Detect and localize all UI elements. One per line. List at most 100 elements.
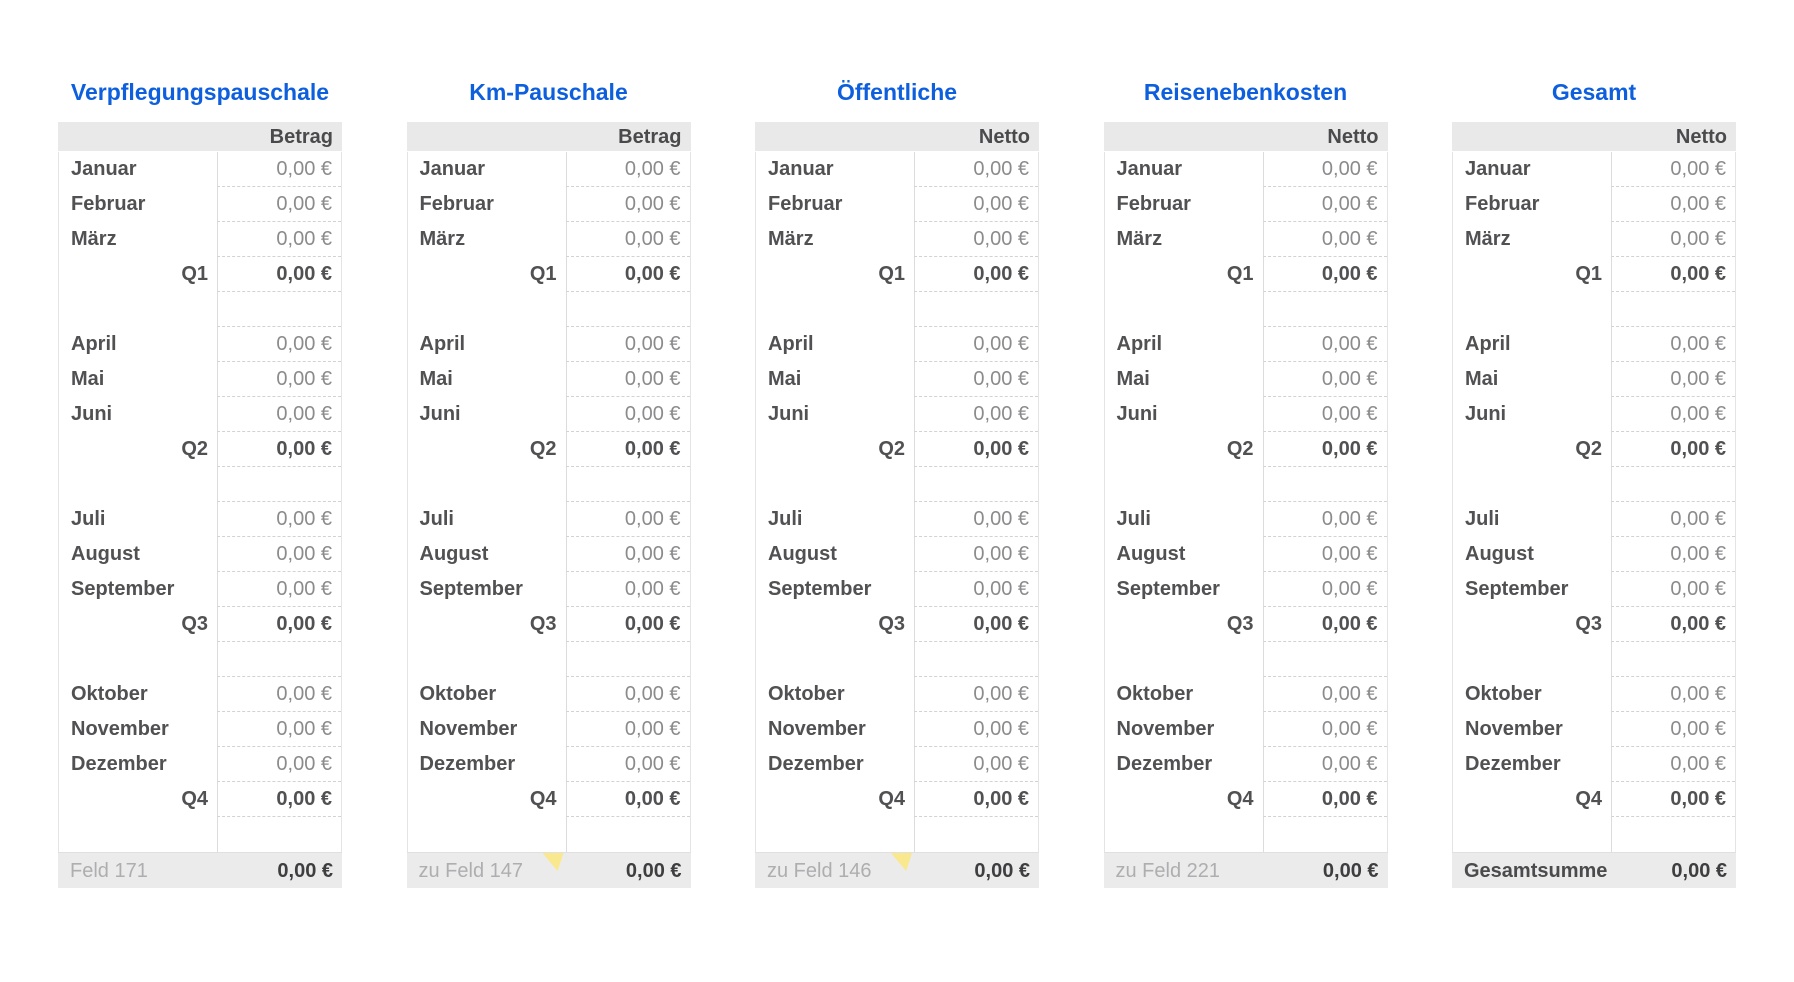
month-label-cell[interactable]: Januar (768, 158, 834, 180)
month-value-cell[interactable]: 0,00 € (914, 362, 1038, 397)
empty-cell[interactable] (1262, 642, 1387, 677)
month-value-cell[interactable]: 0,00 € (914, 537, 1038, 572)
quarter-label-cell[interactable]: Q1 (878, 263, 905, 285)
month-value-cell[interactable]: 0,00 € (217, 537, 341, 572)
month-label-cell[interactable]: September (71, 578, 175, 600)
empty-cell[interactable] (1453, 817, 1611, 852)
empty-cell[interactable] (1105, 467, 1263, 502)
quarter-label-cell[interactable]: Q3 (529, 613, 557, 635)
month-value-cell[interactable]: 0,00 € (1262, 572, 1387, 607)
month-label-cell[interactable]: Oktober (71, 683, 148, 705)
month-value-cell[interactable]: 0,00 € (914, 747, 1038, 782)
month-label-cell[interactable]: Juni (1465, 403, 1507, 425)
quarter-value-cell[interactable]: 0,00 € (217, 607, 341, 642)
month-value-cell[interactable]: 0,00 € (1611, 152, 1735, 187)
quarter-label-cell[interactable]: Q1 (529, 263, 557, 285)
month-label-cell[interactable]: November (71, 718, 169, 740)
month-label-cell[interactable]: November (419, 718, 518, 740)
footer-value-cell[interactable]: 0,00 € (1671, 860, 1727, 882)
quarter-label-cell[interactable]: Q3 (1226, 613, 1254, 635)
empty-cell[interactable] (914, 642, 1038, 677)
empty-cell[interactable] (217, 642, 341, 677)
comment-flag-icon[interactable] (542, 853, 564, 871)
quarter-value-cell[interactable]: 0,00 € (1262, 257, 1387, 292)
month-label-cell[interactable]: Mai (71, 368, 105, 390)
month-value-cell[interactable]: 0,00 € (217, 502, 341, 537)
quarter-label-cell[interactable]: Q2 (181, 438, 208, 460)
quarter-label-cell[interactable]: Q3 (878, 613, 905, 635)
quarter-value-cell[interactable]: 0,00 € (914, 607, 1038, 642)
header-value-cell[interactable]: Betrag (269, 126, 333, 148)
quarter-value-cell[interactable]: 0,00 € (1611, 257, 1735, 292)
month-value-cell[interactable]: 0,00 € (914, 152, 1038, 187)
month-label-cell[interactable]: März (419, 228, 466, 250)
quarter-value-cell[interactable]: 0,00 € (565, 607, 690, 642)
month-value-cell[interactable]: 0,00 € (217, 152, 341, 187)
month-value-cell[interactable]: 0,00 € (1611, 362, 1735, 397)
header-value-cell[interactable]: Netto (1675, 126, 1727, 148)
empty-cell[interactable] (408, 817, 566, 852)
quarter-value-cell[interactable]: 0,00 € (1611, 432, 1735, 467)
quarter-label-cell[interactable]: Q1 (1575, 263, 1602, 285)
month-value-cell[interactable]: 0,00 € (1611, 187, 1735, 222)
header-value-cell[interactable]: Netto (1327, 126, 1379, 148)
footer-value-cell[interactable]: 0,00 € (1322, 860, 1379, 882)
empty-cell[interactable] (565, 817, 690, 852)
empty-cell[interactable] (1611, 817, 1735, 852)
quarter-label-cell[interactable]: Q1 (1226, 263, 1254, 285)
empty-cell[interactable] (565, 292, 690, 327)
month-label-cell[interactable]: Oktober (1465, 683, 1542, 705)
month-value-cell[interactable]: 0,00 € (1262, 187, 1387, 222)
month-label-cell[interactable]: Oktober (768, 683, 845, 705)
empty-cell[interactable] (914, 292, 1038, 327)
month-value-cell[interactable]: 0,00 € (565, 152, 690, 187)
month-label-cell[interactable]: Oktober (419, 683, 497, 705)
footer-value-cell[interactable]: 0,00 € (974, 860, 1030, 882)
month-value-cell[interactable]: 0,00 € (1262, 362, 1387, 397)
quarter-value-cell[interactable]: 0,00 € (565, 432, 690, 467)
empty-cell[interactable] (1105, 642, 1263, 677)
footer-label-cell[interactable]: Feld 171 (58, 853, 217, 888)
month-value-cell[interactable]: 0,00 € (217, 397, 341, 432)
empty-cell[interactable] (59, 292, 217, 327)
quarter-value-cell[interactable]: 0,00 € (914, 432, 1038, 467)
header-label-cell[interactable] (1104, 122, 1263, 151)
month-value-cell[interactable]: 0,00 € (914, 327, 1038, 362)
quarter-value-cell[interactable]: 0,00 € (1611, 782, 1735, 817)
month-value-cell[interactable]: 0,00 € (1262, 677, 1387, 712)
month-label-cell[interactable]: Februar (1116, 193, 1191, 215)
comment-flag-icon[interactable] (891, 853, 912, 871)
quarter-value-cell[interactable]: 0,00 € (217, 782, 341, 817)
footer-value-cell[interactable]: 0,00 € (625, 860, 682, 882)
month-label-cell[interactable]: Juni (419, 403, 461, 425)
month-label-cell[interactable]: Februar (419, 193, 494, 215)
empty-cell[interactable] (1105, 817, 1263, 852)
empty-cell[interactable] (59, 467, 217, 502)
month-value-cell[interactable]: 0,00 € (217, 222, 341, 257)
footer-label-cell[interactable]: zu Feld 221 (1104, 853, 1263, 888)
table-title[interactable]: Reisenebenkosten (1143, 79, 1348, 105)
empty-cell[interactable] (565, 467, 690, 502)
month-value-cell[interactable]: 0,00 € (565, 677, 690, 712)
footer-label-cell[interactable]: zu Feld 146 (755, 853, 914, 888)
month-label-cell[interactable]: Juli (71, 508, 106, 530)
month-value-cell[interactable]: 0,00 € (1611, 747, 1735, 782)
month-label-cell[interactable]: März (1465, 228, 1511, 250)
quarter-value-cell[interactable]: 0,00 € (1262, 782, 1387, 817)
month-value-cell[interactable]: 0,00 € (217, 677, 341, 712)
month-label-cell[interactable]: November (1465, 718, 1563, 740)
month-value-cell[interactable]: 0,00 € (1262, 712, 1387, 747)
month-label-cell[interactable]: Juli (1116, 508, 1151, 530)
empty-cell[interactable] (914, 467, 1038, 502)
month-value-cell[interactable]: 0,00 € (1611, 222, 1735, 257)
month-label-cell[interactable]: April (71, 333, 117, 355)
empty-cell[interactable] (756, 642, 914, 677)
footer-value-cell[interactable]: 0,00 € (277, 860, 333, 882)
header-value-cell[interactable]: Betrag (618, 126, 682, 148)
month-label-cell[interactable]: April (1465, 333, 1511, 355)
month-value-cell[interactable]: 0,00 € (217, 712, 341, 747)
month-label-cell[interactable]: März (1116, 228, 1163, 250)
month-label-cell[interactable]: November (768, 718, 866, 740)
month-label-cell[interactable]: September (1116, 578, 1220, 600)
month-value-cell[interactable]: 0,00 € (565, 327, 690, 362)
